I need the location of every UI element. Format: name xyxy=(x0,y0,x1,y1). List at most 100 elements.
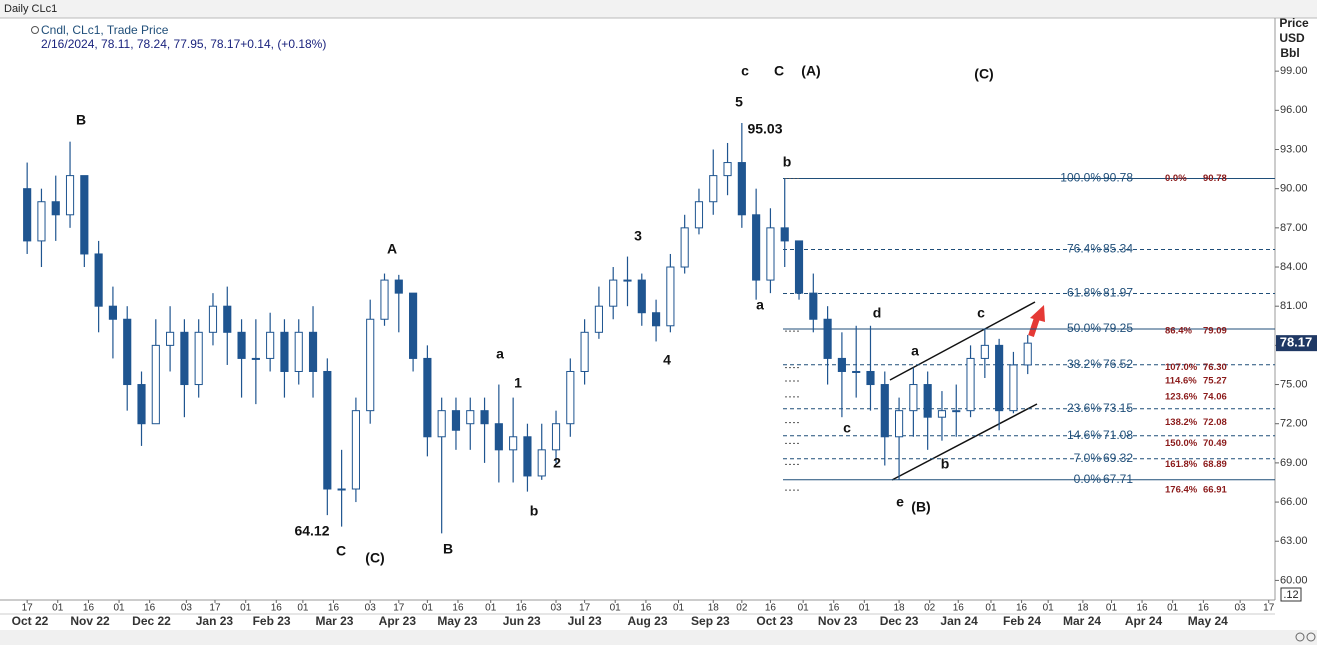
axis-label: USD xyxy=(1279,31,1305,45)
candle-body xyxy=(94,253,103,307)
x-tick-label: 01 xyxy=(985,603,997,614)
candle-body xyxy=(652,312,661,327)
fib-ratio: 61.8% xyxy=(1067,286,1101,300)
extension-price: 66.91 xyxy=(1203,485,1227,496)
wave-label: 2 xyxy=(553,455,561,471)
x-tick-label: 16 xyxy=(1016,603,1028,614)
candle-body xyxy=(551,423,561,451)
x-tick-label: 02 xyxy=(924,603,936,614)
fib-ratio: 0.0% xyxy=(1074,472,1102,486)
candle-body xyxy=(51,201,60,216)
x-tick-label: 16 xyxy=(765,603,777,614)
month-label: May 24 xyxy=(1188,614,1228,628)
extension-ratio: 0.0% xyxy=(1165,173,1187,184)
candle-body xyxy=(980,344,989,359)
candle-body xyxy=(37,201,46,242)
month-label: Jun 23 xyxy=(503,614,541,628)
fib-ratio: 7.0% xyxy=(1074,451,1102,465)
zoom-button[interactable] xyxy=(1306,632,1316,642)
month-label: Sep 23 xyxy=(691,614,730,628)
candle-body xyxy=(680,227,689,268)
fib-ratio: 76.4% xyxy=(1067,242,1101,256)
zoom-button[interactable] xyxy=(1295,632,1305,642)
month-label: Mar 23 xyxy=(315,614,353,628)
legend-icon xyxy=(31,26,39,34)
candle-body xyxy=(780,227,789,242)
month-label: May 23 xyxy=(437,614,477,628)
x-tick-label: 17 xyxy=(1263,603,1275,614)
candle-body xyxy=(895,410,904,438)
x-tick-label: 03 xyxy=(181,603,193,614)
month-label: Aug 23 xyxy=(627,614,667,628)
candle-body xyxy=(823,318,832,359)
extension-price: 74.06 xyxy=(1203,391,1227,402)
extension-ratio: 161.8% xyxy=(1165,459,1198,470)
x-tick-label: 16 xyxy=(953,603,965,614)
fib-price: 71.08 xyxy=(1103,428,1133,442)
extension-ratio: 86.4% xyxy=(1165,326,1192,337)
month-label: Jul 23 xyxy=(568,614,602,628)
candle-body xyxy=(609,279,618,307)
x-tick-label: 17 xyxy=(393,603,405,614)
candle-body xyxy=(394,279,403,294)
legend-values: 2/16/2024, 78.11, 78.24, 77.95, 78.17+0.… xyxy=(41,37,326,51)
y-tick-label: 63.00 xyxy=(1280,535,1308,547)
x-tick-label: 16 xyxy=(828,603,840,614)
arrow xyxy=(1028,305,1045,337)
last-price: 78.17 xyxy=(1280,335,1313,350)
candle-body xyxy=(423,357,432,438)
last-price-box xyxy=(1276,335,1317,352)
candle-body xyxy=(451,410,461,431)
fib-price: 90.78 xyxy=(1103,171,1133,185)
wave-label: 95.03 xyxy=(747,121,782,137)
x-tick-label: 01 xyxy=(1167,603,1179,614)
candle-body xyxy=(151,344,160,425)
month-label: Feb 24 xyxy=(1003,614,1041,628)
y-tick-label: 90.00 xyxy=(1280,183,1308,195)
candle-body xyxy=(266,331,275,359)
x-tick-label: 01 xyxy=(610,603,622,614)
y-tick-label: 60.00 xyxy=(1280,574,1308,586)
x-tick-label: 03 xyxy=(365,603,377,614)
candle-body xyxy=(166,331,175,346)
candle-body xyxy=(966,357,975,412)
wave-label: (C) xyxy=(974,66,993,82)
candle-body xyxy=(837,357,846,372)
month-label: Apr 23 xyxy=(379,614,417,628)
x-tick-label: 17 xyxy=(209,603,221,614)
x-tick-label: 01 xyxy=(859,603,871,614)
extension-price: 90.78 xyxy=(1203,173,1227,184)
wave-label: A xyxy=(387,241,397,257)
y-tick-label: 96.00 xyxy=(1280,104,1308,116)
x-tick-label: 16 xyxy=(271,603,283,614)
wave-label: 3 xyxy=(634,228,642,244)
x-tick-label: 01 xyxy=(485,603,497,614)
fib-ratio: 23.6% xyxy=(1067,401,1101,415)
wave-label: c xyxy=(977,305,985,321)
candle-body xyxy=(580,331,589,372)
x-tick-label: 17 xyxy=(579,603,591,614)
wave-label: c xyxy=(741,63,749,79)
candle-body xyxy=(694,201,704,229)
x-tick-label: 16 xyxy=(328,603,340,614)
wave-label: b xyxy=(941,456,950,472)
month-label: Dec 22 xyxy=(132,614,171,628)
candle-body xyxy=(752,214,761,281)
x-tick-label: 16 xyxy=(1198,603,1210,614)
y-tick-label: 66.00 xyxy=(1280,496,1308,508)
fib-price: 73.15 xyxy=(1103,401,1133,415)
wave-label: C xyxy=(336,543,346,559)
fib-price: 67.71 xyxy=(1103,472,1133,486)
wave-label: a xyxy=(911,343,919,359)
candle-body xyxy=(866,370,875,386)
candle-body xyxy=(180,331,189,386)
fib-price: 81.97 xyxy=(1103,286,1133,300)
corner-label: .12 xyxy=(1283,589,1298,601)
candle-body xyxy=(623,279,632,282)
x-tick-label: 18 xyxy=(708,603,720,614)
fib-ratio: 50.0% xyxy=(1067,321,1101,335)
x-tick-label: 03 xyxy=(1235,603,1247,614)
extension-price: 76.30 xyxy=(1203,362,1227,373)
axis-label: Bbl xyxy=(1280,46,1299,60)
y-tick-label: 99.00 xyxy=(1280,65,1308,77)
